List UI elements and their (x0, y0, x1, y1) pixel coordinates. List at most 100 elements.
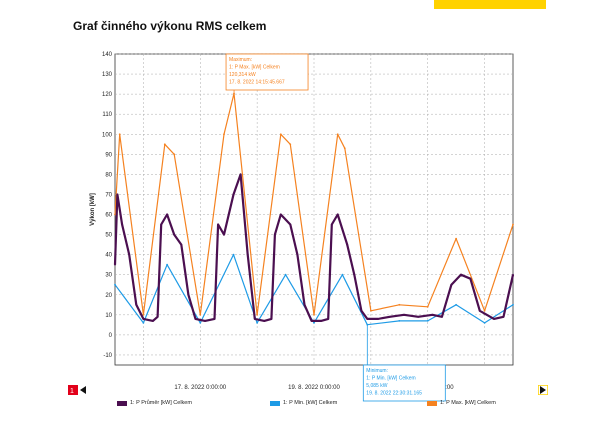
data-point-avg (346, 243, 349, 246)
data-point-avg (152, 320, 154, 322)
data-point-avg (180, 243, 183, 246)
data-point-avg (187, 293, 190, 296)
annotation-text: 19. 8. 2022 22:30:31.165 (366, 391, 422, 397)
data-point-min (455, 303, 457, 306)
legend-swatch-avg (117, 400, 127, 406)
data-point-avg (460, 273, 462, 276)
data-point-max (114, 213, 116, 216)
svg-text:1: 1 (70, 388, 74, 395)
data-point-avg (246, 253, 249, 256)
y-tick-label: 110 (102, 112, 112, 118)
data-point-min (256, 322, 258, 324)
annotation-text: 1: P Min. [kW] Celkem (366, 376, 415, 382)
data-point-avg (116, 193, 119, 196)
data-point-avg (327, 318, 330, 320)
data-point-avg (330, 223, 333, 226)
data-point-avg (194, 318, 197, 320)
data-point-avg (160, 223, 163, 226)
data-point-avg (388, 315, 391, 318)
y-tick-label: 60 (105, 213, 112, 219)
data-point-avg (403, 313, 405, 316)
y-tick-label: 140 (102, 52, 113, 58)
data-point-min (114, 283, 116, 286)
accent-bar (434, 0, 546, 9)
y-tick-label: 0 (109, 333, 113, 339)
data-point-min (313, 322, 315, 324)
legend-swatch-min (270, 400, 280, 406)
data-point-avg (441, 315, 443, 318)
legend-label-min: 1: P Min. [kW] Celkem (283, 400, 338, 406)
page-next-icon[interactable] (537, 382, 549, 396)
data-point-avg (239, 173, 242, 176)
data-point-avg (213, 318, 216, 320)
data-point-max (233, 92, 235, 95)
data-point-avg (142, 318, 145, 320)
legend-swatch-max (427, 400, 437, 406)
y-tick-label: 130 (102, 72, 113, 78)
data-point-avg (279, 213, 282, 216)
data-point-avg (310, 320, 313, 322)
data-point-min (284, 273, 287, 276)
y-tick-label: 10 (105, 313, 112, 319)
data-point-avg (128, 253, 131, 256)
annotation-text: Minimum: (366, 368, 388, 374)
data-point-avg (217, 223, 220, 226)
data-point-avg (502, 315, 505, 318)
legend-label-max: 1: P Max. [kW] Celkem (440, 400, 496, 406)
data-point-max (398, 303, 401, 306)
data-point-avg (166, 213, 169, 216)
data-point-max (199, 313, 202, 316)
data-point-max (279, 133, 282, 136)
data-point-max (370, 309, 372, 312)
data-point-avg (320, 320, 322, 322)
data-point-avg (223, 233, 225, 236)
data-point-min (199, 322, 202, 324)
annotation-text: 5,085 kW (366, 383, 387, 389)
data-point-avg (274, 233, 276, 236)
data-point-min (366, 323, 369, 326)
data-point-max (426, 305, 429, 308)
data-point-avg (114, 263, 116, 266)
legend-item-max: 1: P Max. [kW] Celkem (427, 398, 496, 408)
prev-arrow-icon[interactable] (79, 382, 89, 394)
data-point-avg (173, 233, 176, 236)
y-tick-label: 50 (105, 233, 112, 239)
y-tick-label: 120 (102, 92, 113, 98)
legend-item-avg: 1: P Průměr [kW] Celkem (117, 398, 192, 408)
data-point-min (142, 322, 145, 324)
data-point-max (256, 313, 258, 316)
data-point-avg (512, 273, 514, 276)
y-tick-label: -10 (103, 353, 112, 359)
data-point-max (455, 237, 457, 240)
data-point-avg (232, 193, 235, 196)
y-tick-label: 20 (105, 293, 112, 299)
data-point-avg (431, 313, 434, 316)
annotation-text: 1: P Max. [kW] Celkem (229, 65, 280, 71)
series-line-max (114, 92, 514, 316)
legend-item-min: 1: P Min. [kW] Celkem (270, 398, 337, 408)
data-point-avg (121, 223, 123, 226)
data-point-max (313, 313, 315, 316)
data-point-min (166, 263, 169, 266)
data-point-avg (366, 318, 369, 320)
data-point-max (336, 133, 339, 136)
annotation-text: 17. 8. 2022 14:15:45.667 (229, 80, 285, 86)
data-point-max (142, 313, 145, 316)
y-tick-label: 90 (105, 152, 112, 158)
y-tick-label: 30 (105, 273, 112, 279)
data-point-avg (270, 318, 273, 320)
annotation-text: Maximum: (229, 57, 252, 63)
annotation-box (225, 53, 309, 91)
data-point-min (232, 253, 235, 256)
data-point-max (343, 147, 346, 150)
page-prev-icon[interactable]: 1 (68, 382, 78, 395)
data-point-avg (289, 223, 292, 226)
y-tick-label: 40 (105, 253, 112, 259)
data-point-avg (450, 283, 453, 286)
annotation-box (362, 364, 446, 402)
x-tick-label: 19. 8. 2022 0:00:00 (288, 385, 340, 391)
data-point-min (341, 273, 344, 276)
data-point-max (483, 309, 486, 312)
